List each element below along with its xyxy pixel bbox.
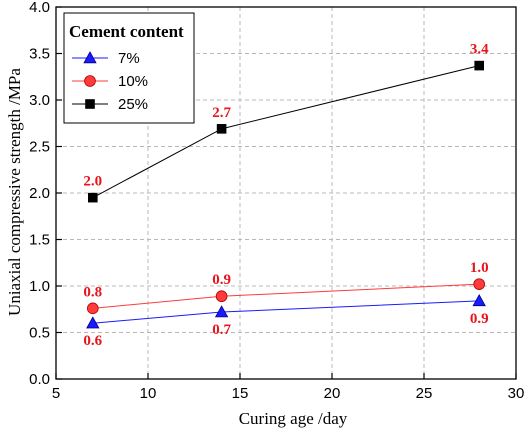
legend-marker-circle [84,75,96,87]
y-tick-label: 0.5 [29,325,50,342]
legend-label: 25% [118,96,148,113]
data-label: 1.0 [470,260,489,276]
x-tick-label: 10 [140,385,157,402]
data-label: 3.4 [470,42,489,58]
y-axis-title: Uniaxial compressive strength /MPa [5,68,24,316]
y-tick-label: 3.0 [29,92,50,109]
series-layer [86,60,486,329]
x-tick-label: 25 [416,385,433,402]
data-point-triangle [214,305,229,318]
x-tick-label: 5 [52,385,60,402]
data-point-circle [473,278,486,290]
data-point-triangle [86,316,100,329]
data-label: 0.8 [83,284,102,300]
legend-label: 7% [118,50,140,67]
legend-title: Cement content [69,22,184,41]
series-line [92,283,480,309]
x-tick-label: 20 [324,385,341,402]
data-label: 2.0 [83,174,102,190]
x-tick-label: 30 [508,385,525,402]
series-circle [87,278,486,315]
y-tick-label: 1.0 [29,278,50,295]
data-label: 2.7 [212,105,231,121]
data-label: 0.9 [470,311,489,327]
y-tick-label: 2.5 [29,139,50,156]
grid [56,7,516,379]
axes: 5 10 15 20 25 30 0.0 0.5 1.0 1.5 2.0 2.5 3.0 3.5 4.0 [29,0,524,402]
data-point-square [474,60,484,71]
legend-entry: 10% [72,73,148,90]
legend: Cement content 7% 10% 25% [63,12,195,124]
legend-label: 10% [118,73,148,90]
data-point-circle [87,302,99,315]
y-tick-label: 0.0 [29,371,50,388]
data-point-square [216,124,227,134]
data-labels: 0.6 0.7 0.9 0.8 0.9 1.0 2.0 2.7 3.4 [83,42,489,350]
x-tick-label: 15 [232,385,249,402]
series-square [88,60,484,203]
legend-marker-triangle [83,51,97,64]
legend-marker-square [85,99,95,109]
series-triangle [86,294,486,329]
data-label: 0.7 [212,322,231,338]
legend-entry: 7% [72,50,140,67]
data-label: 0.9 [212,272,231,288]
y-tick-label: 3.5 [29,46,50,63]
x-axis-title: Curing age /day [239,409,348,428]
legend-entry: 25% [72,96,148,113]
data-label: 0.6 [83,333,102,349]
y-tick-label: 2.0 [29,185,50,202]
y-tick-label: 4.0 [29,0,50,16]
data-point-circle [215,290,228,303]
data-point-triangle [472,294,486,307]
series-line [92,300,480,324]
y-tick-label: 1.5 [29,232,50,249]
data-point-square [88,192,98,203]
